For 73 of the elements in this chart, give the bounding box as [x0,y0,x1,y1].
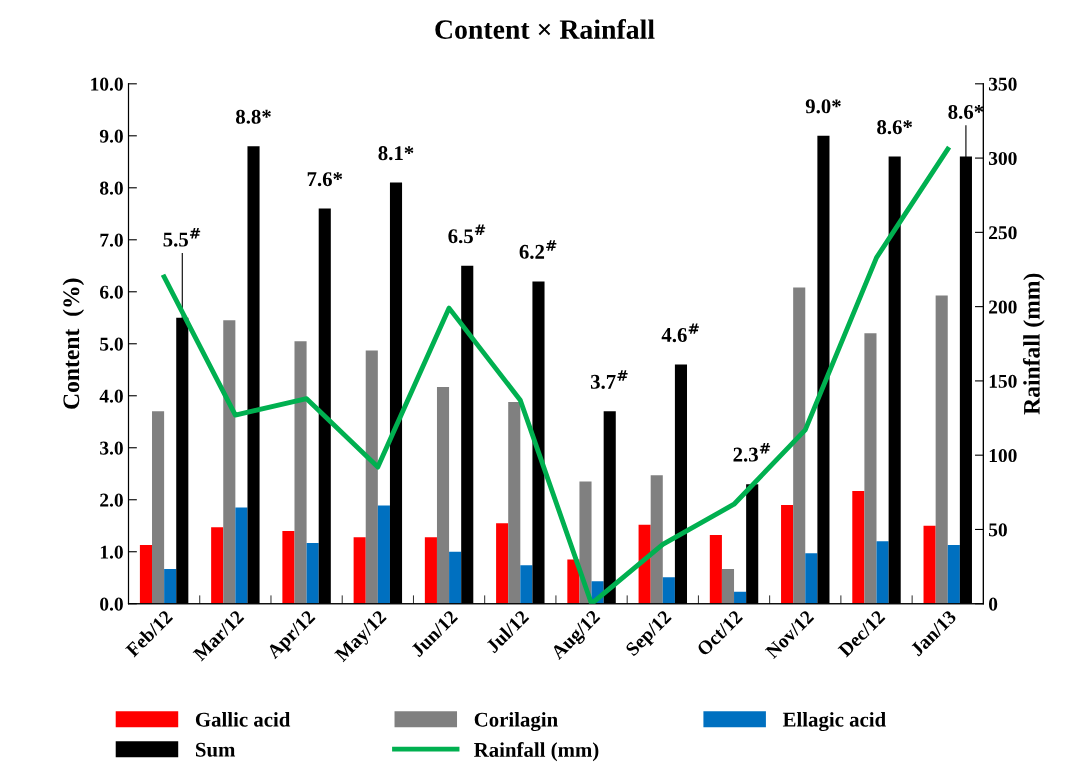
bar [864,333,877,604]
y-tick-label: 10.0 [91,77,123,91]
bar [520,565,533,604]
data-label: 8.6* [877,120,913,135]
bar [876,541,889,604]
y-tick-label: 1.0 [100,545,123,559]
y2-axis-title: Rainfall (mm) [1022,273,1045,415]
bar [353,537,366,604]
y2-tick-label: 0 [988,597,998,611]
bar [306,542,319,604]
y-tick-label: 7.0 [100,233,123,247]
bar [781,504,794,604]
bar [508,402,521,604]
data-label: 3.7$^{#}$ [590,370,628,389]
legend-label: Gallic acid [195,712,291,727]
bar [377,505,390,604]
y2-tick-label: 350 [988,77,1017,91]
bar [211,527,224,604]
y2-tick-label: 300 [988,151,1017,166]
bar [424,537,437,604]
bar [923,525,936,604]
bar [734,591,747,604]
bar [662,577,675,604]
y2-tick-label: 150 [989,374,1017,388]
bar [935,295,948,604]
bar [365,350,378,604]
bar [793,287,806,604]
bar [294,341,307,604]
bar [449,551,462,604]
bar [282,530,295,604]
bar [650,475,663,604]
y2-tick-label: 200 [989,300,1017,314]
y-tick-label: 9.0 [99,129,123,143]
y2-tick-label: 100 [989,449,1017,463]
data-label: 2.3$^{#}$ [733,442,771,462]
chart-title: Content × Rainfall [435,19,655,39]
data-label: 5.5$^{#}$ [163,227,201,247]
data-label: 9.0* [805,99,841,114]
bar [164,568,177,604]
bar [139,544,153,604]
y2-tick-label: 50 [989,523,1007,537]
data-label: 7.6* [307,172,343,187]
data-label: 6.5$^{#}$ [448,224,486,244]
y-tick-label: 2.0 [100,493,123,507]
data-label: 8.6* [948,104,984,120]
line-series [161,146,951,604]
bar [152,411,165,604]
bar [235,507,248,604]
y-tick-label: 6.0 [100,285,123,299]
bar [721,568,735,604]
bar [852,490,865,604]
data-label: 4.6$^{#}$ [661,323,699,343]
y-axis-title: Content (%) [62,278,85,409]
bar [709,535,722,604]
legend-label: Corilagin [474,712,558,732]
y-tick-label: 8.0 [99,181,123,195]
legend-label: Sum [195,742,236,757]
legend-label: Rainfall (mm) [474,742,599,762]
bar [638,524,651,604]
bar [805,553,818,604]
y2-tick-label: 250 [989,226,1017,240]
bar [436,386,450,604]
y-tick-label: 4.0 [99,389,123,403]
y-tick-label: 3.0 [100,441,123,455]
legend-label: Ellagic acid [782,712,886,732]
data-label: 6.2$^{#}$ [519,240,557,259]
y-tick-label: 5.0 [100,337,123,351]
data-label: 8.8* [235,109,271,124]
bar [223,320,236,604]
y-tick-label: 0.0 [100,597,123,611]
bar [496,523,509,604]
data-label: 8.1* [378,146,414,161]
bar [947,544,960,604]
